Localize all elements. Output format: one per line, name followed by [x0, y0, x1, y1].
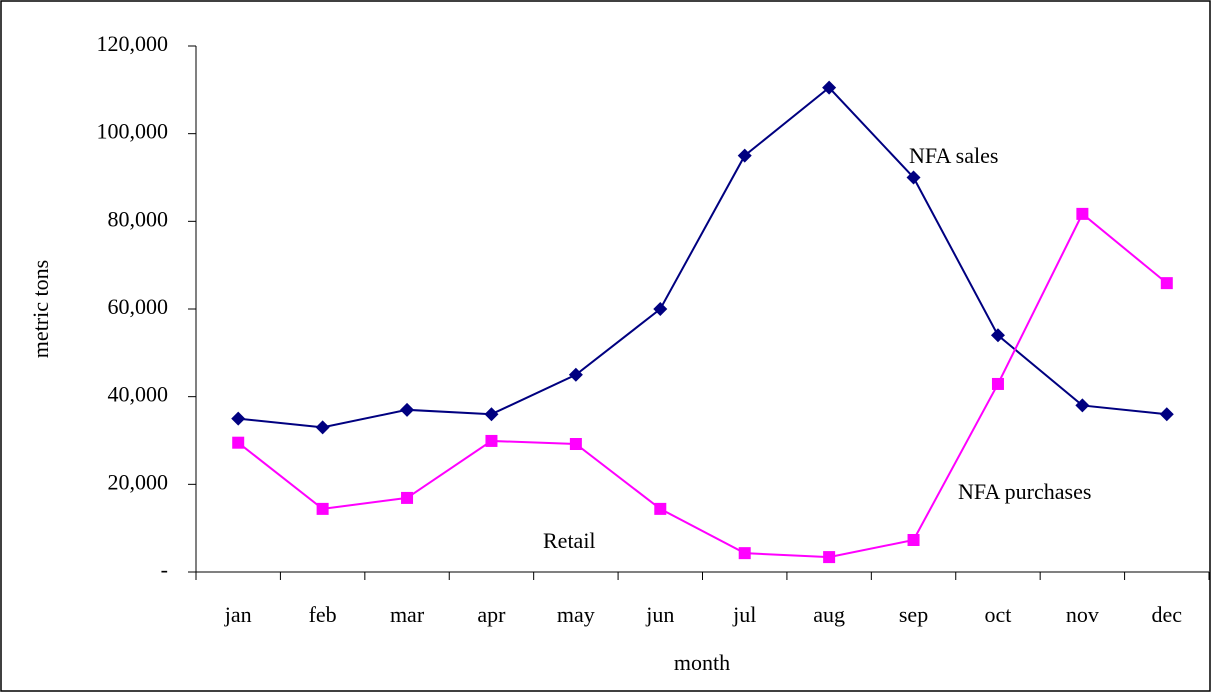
marker: [400, 402, 415, 417]
marker: [232, 436, 245, 449]
x-tick-label: jun: [645, 602, 674, 627]
x-tick-label: feb: [309, 602, 337, 627]
marker: [1076, 207, 1089, 220]
x-tick-label: jan: [224, 602, 252, 627]
x-tick-label: jul: [732, 602, 756, 627]
marker: [990, 328, 1005, 343]
y-axis-label: metric tons: [28, 260, 53, 358]
marker: [653, 302, 668, 316]
x-axis-label: month: [674, 650, 730, 675]
marker: [1159, 407, 1174, 422]
marker: [738, 547, 751, 560]
x-tick-label: nov: [1066, 602, 1099, 627]
x-tick-label: sep: [899, 602, 928, 627]
x-tick-label: aug: [813, 602, 845, 627]
marker: [231, 411, 246, 426]
y-tick-label: 120,000: [97, 31, 169, 56]
x-tick-label: dec: [1152, 602, 1183, 627]
marker: [316, 502, 329, 515]
y-tick-label: 80,000: [108, 206, 169, 231]
y-tick-label: 60,000: [108, 294, 169, 319]
series-label: NFA sales: [909, 143, 998, 168]
x-tick-label: mar: [390, 602, 425, 627]
series-line: [237, 212, 1168, 559]
y-tick-label: 20,000: [108, 469, 169, 494]
marker: [823, 551, 836, 564]
marker: [1075, 398, 1090, 413]
marker: [991, 377, 1004, 390]
marker: [906, 170, 921, 185]
marker: [654, 502, 667, 515]
annotation: Retail: [543, 528, 596, 553]
marker: [568, 367, 583, 382]
x-tick-label: oct: [985, 602, 1012, 627]
marker: [737, 148, 752, 163]
marker: [484, 407, 499, 422]
marker: [1160, 277, 1173, 290]
marker: [485, 434, 498, 447]
y-tick-label: -: [161, 557, 168, 582]
y-tick-label: 40,000: [108, 382, 169, 407]
series-label: NFA purchases: [958, 479, 1091, 504]
x-tick-label: apr: [477, 602, 506, 627]
marker: [315, 420, 330, 435]
marker: [822, 80, 837, 95]
marker: [569, 438, 582, 451]
marker: [401, 491, 414, 504]
marker: [907, 534, 920, 547]
series-line: [238, 86, 1167, 429]
y-tick-label: 100,000: [97, 119, 169, 144]
x-tick-label: may: [557, 602, 595, 627]
